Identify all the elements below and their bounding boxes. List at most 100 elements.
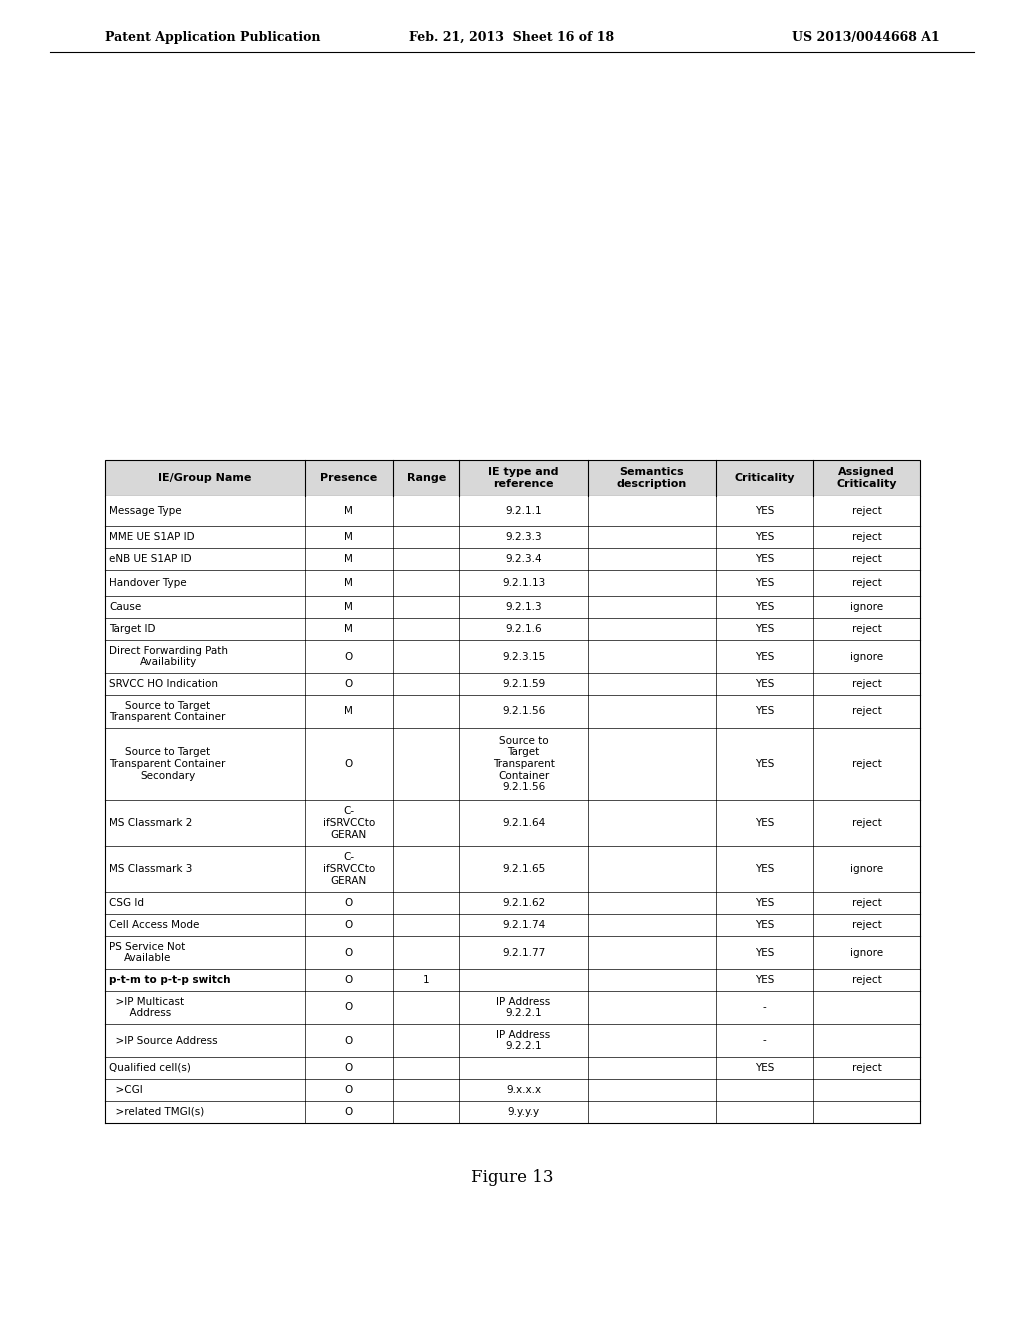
Bar: [105, 1078, 920, 1101]
Text: YES: YES: [755, 652, 774, 661]
Text: >related TMGI(s): >related TMGI(s): [110, 1107, 205, 1117]
Text: US 2013/0044668 A1: US 2013/0044668 A1: [793, 30, 940, 44]
Text: Handover Type: Handover Type: [110, 578, 187, 587]
Text: reject: reject: [852, 920, 882, 931]
Text: reject: reject: [852, 706, 882, 717]
Text: reject: reject: [852, 759, 882, 770]
Text: YES: YES: [755, 578, 774, 587]
Bar: [105, 459, 920, 496]
Bar: [105, 913, 920, 936]
Text: PS Service Not
Available: PS Service Not Available: [110, 941, 185, 964]
Bar: [105, 729, 920, 800]
Text: M: M: [344, 506, 353, 516]
Text: eNB UE S1AP ID: eNB UE S1AP ID: [110, 554, 193, 564]
Text: Patent Application Publication: Patent Application Publication: [105, 30, 321, 44]
Text: >CGI: >CGI: [110, 1085, 143, 1096]
Text: Figure 13: Figure 13: [471, 1170, 553, 1187]
Text: 9.2.3.15: 9.2.3.15: [502, 652, 545, 661]
Bar: [105, 892, 920, 913]
Text: >IP Multicast
  Address: >IP Multicast Address: [110, 997, 184, 1018]
Text: Message Type: Message Type: [110, 506, 182, 516]
Bar: [105, 496, 920, 525]
Text: O: O: [345, 898, 353, 908]
Text: YES: YES: [755, 554, 774, 564]
Text: 1: 1: [423, 975, 429, 985]
Bar: [105, 800, 920, 846]
Bar: [105, 1101, 920, 1123]
Text: YES: YES: [755, 506, 774, 516]
Text: 9.2.1.13: 9.2.1.13: [502, 578, 545, 587]
Text: YES: YES: [755, 865, 774, 874]
Text: 9.2.1.74: 9.2.1.74: [502, 920, 545, 931]
Bar: [105, 548, 920, 570]
Text: IP Address
9.2.2.1: IP Address 9.2.2.1: [497, 997, 551, 1018]
Text: M: M: [344, 578, 353, 587]
Text: O: O: [345, 1002, 353, 1012]
Text: M: M: [344, 554, 353, 564]
Text: MME UE S1AP ID: MME UE S1AP ID: [110, 532, 196, 543]
Text: O: O: [345, 975, 353, 985]
Text: YES: YES: [755, 602, 774, 612]
Text: O: O: [345, 1063, 353, 1073]
Text: C-
ifSRVCCto
GERAN: C- ifSRVCCto GERAN: [323, 807, 375, 840]
Text: O: O: [345, 1085, 353, 1096]
Bar: [105, 991, 920, 1024]
Text: YES: YES: [755, 920, 774, 931]
Text: 9.2.1.6: 9.2.1.6: [505, 624, 542, 634]
Text: reject: reject: [852, 506, 882, 516]
Text: M: M: [344, 532, 353, 543]
Text: YES: YES: [755, 898, 774, 908]
Bar: [105, 459, 920, 496]
Text: M: M: [344, 602, 353, 612]
Text: p-t-m to p-t-p switch: p-t-m to p-t-p switch: [110, 975, 231, 985]
Text: O: O: [345, 652, 353, 661]
Text: 9.y.y.y: 9.y.y.y: [508, 1107, 540, 1117]
Text: O: O: [345, 759, 353, 770]
Text: Criticality: Criticality: [734, 473, 795, 483]
Text: O: O: [345, 948, 353, 957]
Text: 9.2.1.62: 9.2.1.62: [502, 898, 545, 908]
Text: SRVCC HO Indication: SRVCC HO Indication: [110, 678, 218, 689]
Text: reject: reject: [852, 818, 882, 828]
Text: YES: YES: [755, 532, 774, 543]
Text: 9.2.1.59: 9.2.1.59: [502, 678, 545, 689]
Bar: [105, 618, 920, 640]
Text: -: -: [763, 1035, 767, 1045]
Text: YES: YES: [755, 706, 774, 717]
Text: 9.2.1.77: 9.2.1.77: [502, 948, 545, 957]
Text: 9.2.3.3: 9.2.3.3: [505, 532, 542, 543]
Text: reject: reject: [852, 975, 882, 985]
Text: MS Classmark 2: MS Classmark 2: [110, 818, 193, 828]
Text: Target ID: Target ID: [110, 624, 156, 634]
Text: reject: reject: [852, 532, 882, 543]
Text: 9.2.1.64: 9.2.1.64: [502, 818, 545, 828]
Bar: [105, 1057, 920, 1078]
Text: ignore: ignore: [850, 652, 883, 661]
Text: Source to Target
Transparent Container
Secondary: Source to Target Transparent Container S…: [110, 747, 226, 780]
Text: YES: YES: [755, 759, 774, 770]
Bar: [105, 673, 920, 696]
Text: Semantics
description: Semantics description: [616, 467, 687, 488]
Text: >IP Source Address: >IP Source Address: [110, 1035, 218, 1045]
Bar: [105, 525, 920, 548]
Text: Range: Range: [407, 473, 445, 483]
Bar: [105, 846, 920, 892]
Text: reject: reject: [852, 678, 882, 689]
Text: MS Classmark 3: MS Classmark 3: [110, 865, 193, 874]
Text: O: O: [345, 1107, 353, 1117]
Text: reject: reject: [852, 578, 882, 587]
Text: 9.2.1.65: 9.2.1.65: [502, 865, 545, 874]
Text: Cell Access Mode: Cell Access Mode: [110, 920, 200, 931]
Text: Source to
Target
Transparent
Container
9.2.1.56: Source to Target Transparent Container 9…: [493, 735, 555, 792]
Text: Cause: Cause: [110, 602, 141, 612]
Text: YES: YES: [755, 818, 774, 828]
Text: Qualified cell(s): Qualified cell(s): [110, 1063, 191, 1073]
Text: 9.2.1.56: 9.2.1.56: [502, 706, 545, 717]
Text: IE type and
reference: IE type and reference: [488, 467, 559, 488]
Text: O: O: [345, 678, 353, 689]
Text: CSG Id: CSG Id: [110, 898, 144, 908]
Text: 9.2.3.4: 9.2.3.4: [505, 554, 542, 564]
Text: ignore: ignore: [850, 948, 883, 957]
Text: Assigned
Criticality: Assigned Criticality: [837, 467, 897, 488]
Text: YES: YES: [755, 975, 774, 985]
